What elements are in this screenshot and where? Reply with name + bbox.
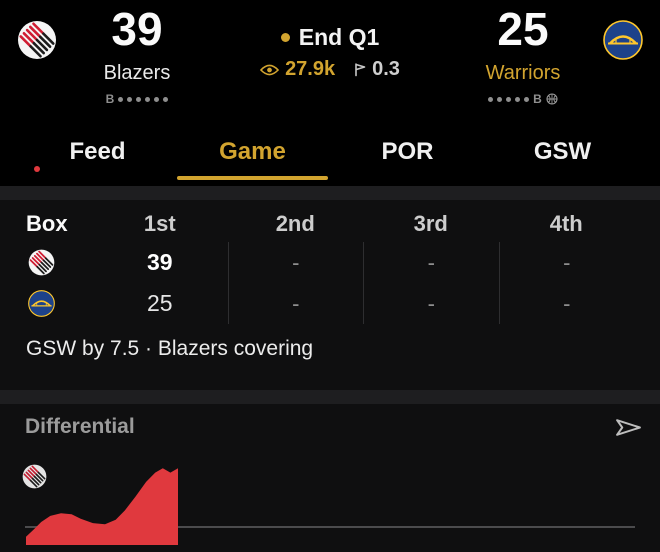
eye-icon [260,64,280,75]
blazers-q3-score: - [363,242,499,283]
warriors-logo [603,20,643,60]
warriors-logo-small [28,290,55,317]
section-divider [0,390,660,404]
chart-baseline [25,526,635,528]
timeout-dot [524,96,530,102]
timeout-dot [127,96,133,102]
timeout-dot [163,96,169,102]
tab-bar: Feed Game POR GSW [0,118,660,186]
table-row-warriors-logo [26,283,92,324]
timeout-dot [145,96,151,102]
differential-title: Differential [25,415,135,438]
blazers-logo-chart-marker [22,464,47,489]
box-score-header-box: Box [26,211,68,236]
warriors-q3-score: - [363,283,499,324]
game-status-row: End Q1 [180,24,480,51]
blazers-q4-score: - [498,242,635,283]
viewer-count-value: 27.9k [285,58,336,80]
tab-feed[interactable]: Feed [69,138,126,165]
game-stats-row: 27.9k 0.3 [180,58,480,81]
tab-gsw[interactable]: GSW [533,138,592,165]
timeout-dot [506,96,512,102]
home-team-name: Warriors [485,62,561,84]
feed-notification-dot [34,166,40,172]
box-score-section: Box 1st 2nd 3rd 4th [0,200,660,390]
warriors-q1-score: 25 [146,290,173,316]
away-bonus-letter: B [105,92,115,106]
timeout-dot [515,96,521,102]
timeout-dot [136,96,142,102]
live-dot-icon [280,33,290,42]
spread-value: 0.3 [372,58,400,80]
box-score-header-2nd: 2nd [275,211,315,236]
away-score: 39 [111,3,163,55]
spread-indicator: 0.3 [353,58,400,81]
box-score-header-1st: 1st [143,211,176,236]
home-score: 25 [497,3,549,55]
away-bonus-indicator: B [89,93,185,105]
section-divider [0,186,660,200]
send-arrow-icon [615,418,641,436]
table-row-blazers-logo [26,242,92,283]
box-score-header-4th: 4th [549,211,583,236]
tab-game[interactable]: Game [175,118,330,186]
away-team-name: Blazers [103,62,171,84]
betting-note: GSW by 7.5 · Blazers covering [26,337,314,360]
game-status: End Q1 [298,24,380,50]
blazers-q1-score: 39 [146,249,173,275]
home-bonus-letter: B [533,92,542,106]
flag-icon [355,63,366,77]
home-bonus-indicator: B [475,93,571,105]
blazers-logo [17,20,57,60]
viewer-count: 27.9k [260,58,335,81]
box-score-header-3rd: 3rd [413,211,448,236]
blazers-logo-small [28,249,55,276]
timeout-dot [497,96,503,102]
basketball-possession-icon [546,93,558,105]
differential-section: Differential [0,404,660,552]
timeout-dot [488,96,494,102]
blazers-q2-score: - [227,242,364,283]
differential-chart [26,468,178,545]
scoreboard: 39 Blazers B End Q1 27.9k [0,0,660,118]
warriors-q2-score: - [227,283,364,324]
box-score-table: Box 1st 2nd 3rd 4th [26,206,634,324]
warriors-q4-score: - [498,283,635,324]
differential-area-path [26,468,178,545]
tab-por[interactable]: POR [381,138,434,165]
timeout-dot [154,96,160,102]
share-button[interactable] [614,416,642,438]
timeout-dot [118,96,124,102]
